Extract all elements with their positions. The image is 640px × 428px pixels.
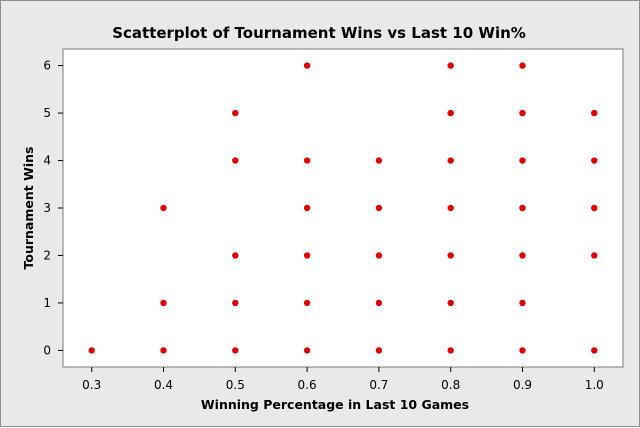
data-point [88,347,95,354]
x-tick-label: 0.8 [441,378,460,392]
data-point [303,157,311,164]
data-point [447,62,454,69]
x-tick-label: 0.4 [154,378,173,392]
x-tick-label: 0.9 [513,378,532,392]
data-point [519,62,526,69]
y-tick-label: 1 [43,296,51,310]
data-point [519,109,526,117]
chart-title: Scatterplot of Tournament Wins vs Last 1… [112,24,526,42]
data-point [375,252,383,259]
x-tick-label: 0.6 [298,378,317,392]
data-point [447,299,454,307]
data-point [303,62,311,69]
data-point [447,157,454,164]
data-point [519,157,526,164]
data-point [303,299,311,307]
data-point [303,204,311,212]
data-point [591,157,598,164]
data-point [591,252,598,259]
data-point [375,347,383,354]
data-point [232,299,239,307]
data-point [232,252,239,259]
y-tick-label: 3 [43,201,51,215]
x-axis-label: Winning Percentage in Last 10 Games [201,397,469,412]
data-point [375,204,383,212]
data-point [447,204,454,212]
data-point [519,347,526,354]
data-point [375,157,383,164]
x-axis: 0.3 0.4 0.5 0.6 0.7 0.8 0.9 1.0 [82,367,604,392]
x-tick-label: 0.5 [226,378,245,392]
data-point [232,109,239,117]
data-point [447,109,454,117]
y-tick-label: 0 [43,343,51,357]
y-tick-label: 2 [43,248,51,262]
data-point [519,299,526,307]
y-tick-label: 4 [43,154,51,168]
data-point [519,204,526,212]
y-tick-label: 5 [43,106,51,120]
y-tick-label: 6 [43,59,51,73]
data-point [375,299,383,307]
data-point [232,347,239,354]
y-axis: 0 1 2 3 4 5 6 [43,59,63,357]
data-point [591,347,598,354]
data-point [447,252,454,259]
data-point [303,252,311,259]
data-point [591,109,598,117]
plot-area [62,48,624,368]
data-point [160,299,167,307]
data-point [519,252,526,259]
x-tick-label: 0.3 [82,378,101,392]
data-point [160,204,167,212]
data-point [591,204,598,212]
data-point [303,347,311,354]
y-axis-label: Tournament Wins [21,147,36,270]
data-points [88,62,598,354]
data-point [160,347,167,354]
x-tick-label: 1.0 [585,378,604,392]
x-tick-label: 0.7 [369,378,388,392]
data-point [447,347,454,354]
data-point [232,157,239,164]
